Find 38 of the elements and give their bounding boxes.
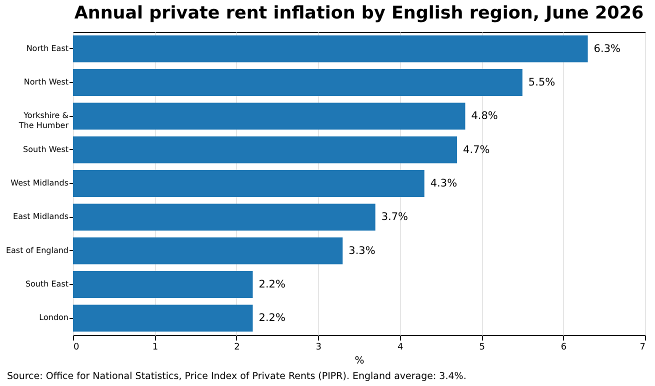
- x-tick-label: 3: [316, 342, 322, 352]
- y-tick-label: North West: [24, 78, 68, 86]
- bar: [73, 136, 458, 164]
- y-tick-label: East Midlands: [13, 212, 68, 222]
- y-tick-label: North East: [26, 44, 68, 53]
- data-label: 2.2%: [258, 278, 286, 290]
- x-tick-label: 1: [152, 342, 158, 352]
- data-label: 4.8%: [471, 110, 498, 122]
- x-tick-label: 7: [640, 342, 646, 352]
- bar: [73, 271, 253, 298]
- y-tick-label: West Midlands: [10, 178, 68, 188]
- bar: [73, 35, 588, 62]
- x-tick-label: 4: [397, 342, 404, 352]
- y-tick-label: South West: [23, 144, 68, 154]
- chart-title: Annual private rent inflation by English region, June 2026: [74, 4, 644, 24]
- source-note: Source: Office for National Statistics, Price Index of Private Rents (PIPR). England average: 3.4%.: [7, 371, 466, 382]
- data-label: 3.3%: [348, 244, 376, 257]
- y-tick-label: East of England: [6, 246, 68, 255]
- y-tick-label: London: [39, 313, 68, 322]
- x-axis-title: %: [354, 356, 364, 366]
- data-label: 4.7%: [463, 144, 490, 156]
- data-label: 2.2%: [258, 312, 286, 324]
- data-label: 3.7%: [381, 211, 408, 224]
- bar: [73, 204, 376, 231]
- x-tick-label: 0: [74, 342, 80, 352]
- y-tick-label: South East: [25, 280, 68, 288]
- data-label: 4.3%: [430, 178, 458, 190]
- bar: [73, 69, 522, 96]
- data-label: 6.3%: [594, 42, 620, 55]
- x-tick-label: 2: [234, 342, 240, 352]
- bar: [73, 304, 253, 332]
- x-tick-label: 6: [560, 342, 567, 352]
- data-label: 5.5%: [528, 76, 556, 88]
- bar: [73, 237, 343, 264]
- x-tick-label: 5: [479, 342, 485, 352]
- bar: [73, 102, 466, 130]
- y-tick-label: Yorkshire & The Humber: [18, 111, 70, 130]
- bar: [73, 170, 424, 197]
